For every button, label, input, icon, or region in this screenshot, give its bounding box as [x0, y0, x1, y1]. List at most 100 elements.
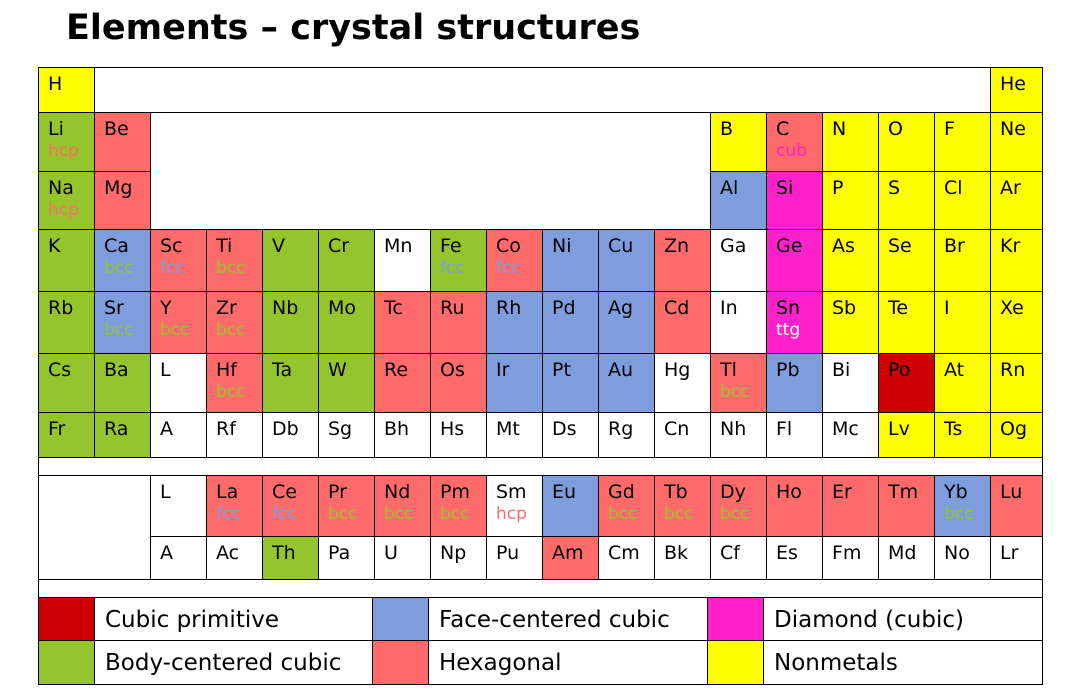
structure-note: bcc [384, 504, 414, 524]
element-cell-mn: Mn [374, 229, 431, 292]
structure-note: bcc [104, 258, 134, 278]
legend-label: Diamond (cubic) [774, 607, 964, 633]
element-symbol: Cl [944, 177, 963, 199]
element-cell-sb: Sb [822, 291, 879, 354]
element-cell-pt: Pt [542, 353, 599, 413]
legend-swatch-cubic-primitive [38, 597, 95, 641]
element-cell-xe: Xe [990, 291, 1043, 354]
element-symbol: Au [608, 359, 634, 381]
element-symbol: Fe [440, 235, 462, 257]
structure-note: cub [776, 141, 807, 161]
element-symbol: Ru [440, 297, 465, 319]
element-cell-ds: Ds [542, 412, 599, 458]
structure-note: bcc [720, 382, 750, 402]
element-cell-he: He [990, 67, 1043, 113]
element-symbol: Cr [328, 235, 350, 257]
element-symbol: Zr [216, 297, 237, 319]
element-symbol: K [48, 235, 61, 257]
element-cell-bk: Bk [654, 536, 711, 580]
element-cell-sm: Sm hcp [486, 475, 543, 537]
element-symbol: Ta [272, 359, 293, 381]
element-cell-nb: Nb [262, 291, 319, 354]
element-cell-n: N [822, 112, 879, 172]
element-cell-rg: Rg [598, 412, 655, 458]
structure-note: bcc [160, 320, 190, 340]
element-symbol: Hg [664, 359, 691, 381]
element-symbol: Mc [832, 418, 859, 440]
element-symbol: Th [272, 542, 296, 564]
legend-item-hexagonal: Hexagonal [428, 640, 708, 685]
element-cell-ac: Ac [206, 536, 263, 580]
element-symbol: Se [888, 235, 912, 257]
element-cell-hg: Hg [654, 353, 711, 413]
legend-item-body-centered-cubic: Body-centered cubic [94, 640, 373, 685]
element-symbol: Mg [104, 177, 133, 199]
element-cell-fm: Fm [822, 536, 879, 580]
element-symbol: Sc [160, 235, 183, 257]
element-symbol: Ne [1000, 118, 1026, 140]
element-cell-pb: Pb [766, 353, 823, 413]
element-symbol: Pd [552, 297, 576, 319]
element-symbol: Ce [272, 481, 297, 503]
element-cell-nd: Nd bcc [374, 475, 431, 537]
element-cell-pu: Pu [486, 536, 543, 580]
element-symbol: C [776, 118, 790, 140]
element-symbol: La [216, 481, 239, 503]
top-gap [94, 67, 991, 113]
element-cell-dy: Dy bcc [710, 475, 767, 537]
element-cell-si: Si [766, 171, 823, 230]
element-cell-lr: Lr [990, 536, 1043, 580]
element-symbol: Cn [664, 418, 690, 440]
element-cell-lv: Lv [878, 412, 935, 458]
element-cell-gd: Gd bcc [598, 475, 655, 537]
element-cell-sc: Sc fcc [150, 229, 207, 292]
element-symbol: Zn [664, 235, 690, 257]
element-cell-eu: Eu [542, 475, 599, 537]
element-cell-tb: Tb bcc [654, 475, 711, 537]
element-cell-b: B [710, 112, 767, 172]
element-cell-ca: Ca bcc [94, 229, 151, 292]
element-symbol: Si [776, 177, 794, 199]
element-cell-p: P [822, 171, 879, 230]
element-cell-ta: Ta [262, 353, 319, 413]
row-gap [38, 457, 1043, 476]
element-cell-ce: Ce fcc [262, 475, 319, 537]
element-cell-cn: Cn [654, 412, 711, 458]
element-symbol: Er [832, 481, 852, 503]
element-symbol: Ds [552, 418, 577, 440]
element-symbol: Cm [608, 542, 640, 564]
element-cell-db: Db [262, 412, 319, 458]
element-cell-br: Br [934, 229, 991, 292]
legend-item-cubic-primitive: Cubic primitive [94, 597, 373, 641]
element-cell-fr: Fr [38, 412, 95, 458]
element-symbol: Sn [776, 297, 801, 319]
element-symbol: Lr [1000, 542, 1019, 564]
element-cell-ga: Ga [710, 229, 767, 292]
element-symbol: Cd [664, 297, 690, 319]
element-symbol: Ni [552, 235, 572, 257]
element-symbol: Nd [384, 481, 411, 503]
element-cell-w: W [318, 353, 375, 413]
element-symbol: B [720, 118, 734, 140]
element-cell-mc: Mc [822, 412, 879, 458]
structure-note: bcc [720, 504, 750, 524]
element-symbol: A [160, 418, 173, 440]
element-cell-i: I [934, 291, 991, 354]
structure-note: fcc [160, 258, 185, 278]
element-symbol: Mn [384, 235, 413, 257]
element-cell-cr: Cr [318, 229, 375, 292]
element-symbol: Ga [720, 235, 747, 257]
element-cell-fl: Fl [766, 412, 823, 458]
legend-item-diamond: Diamond (cubic) [763, 597, 1043, 641]
structure-note: bcc [216, 320, 246, 340]
element-symbol: Sb [832, 297, 857, 319]
element-cell-o: O [878, 112, 935, 172]
element-cell-te: Te [878, 291, 935, 354]
element-cell-no: No [934, 536, 991, 580]
element-symbol: Mo [328, 297, 357, 319]
element-cell-zn: Zn [654, 229, 711, 292]
element-symbol: Hs [440, 418, 465, 440]
element-cell-er: Er [822, 475, 879, 537]
element-symbol: Lu [1000, 481, 1023, 503]
